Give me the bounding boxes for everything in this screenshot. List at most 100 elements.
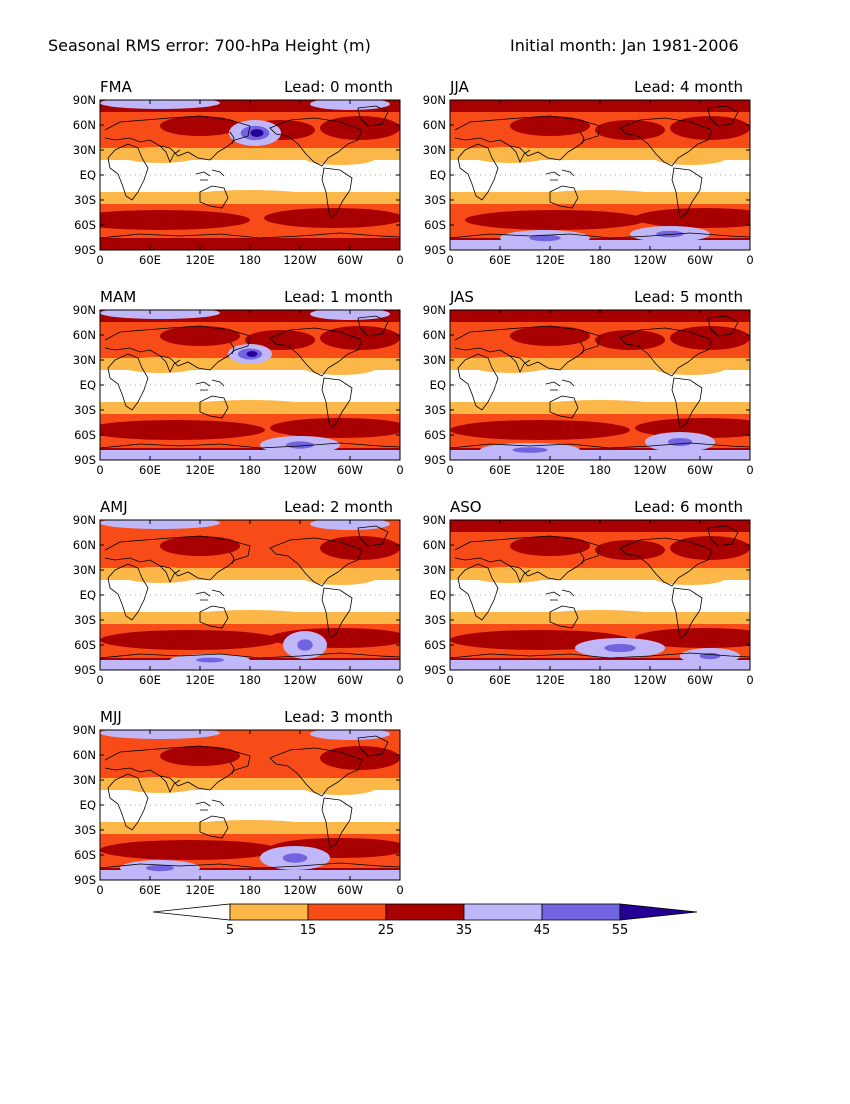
lat-label: EQ	[80, 378, 96, 392]
coastline	[321, 797, 353, 849]
dark-error-region	[320, 536, 400, 560]
band-undulation	[654, 151, 726, 165]
lat-label: 90N	[73, 303, 96, 317]
panel-lead-label: Lead: 0 month	[284, 78, 393, 96]
band-undulation	[304, 781, 376, 795]
panel-season-label: AMJ	[100, 498, 128, 516]
lat-label: EQ	[80, 588, 96, 602]
panel-season-label: JAS	[449, 288, 474, 306]
band-undulation	[120, 147, 200, 163]
lat-label: 30N	[73, 353, 96, 367]
dark-error-region	[510, 116, 590, 136]
map-field	[450, 520, 750, 670]
panel-lead-label: Lead: 2 month	[284, 498, 393, 516]
lon-label: 0	[446, 673, 453, 687]
coastlines	[450, 105, 750, 239]
coastlines	[100, 105, 400, 239]
lat-label: 30N	[73, 143, 96, 157]
band-undulation	[470, 357, 550, 373]
lon-label: 60E	[489, 253, 511, 267]
south-polar-error	[100, 450, 400, 460]
lon-label: 0	[746, 253, 753, 267]
dark-error-region	[635, 208, 750, 228]
lon-label: 180	[239, 253, 261, 267]
coastline	[579, 341, 585, 355]
lon-label: 60E	[139, 463, 161, 477]
lat-label: 90N	[423, 303, 446, 317]
band-undulation	[654, 361, 726, 375]
dark-error-region	[450, 100, 750, 112]
north-polar-error	[310, 100, 390, 110]
lon-label: 0	[96, 883, 103, 897]
lat-label: 90S	[424, 243, 446, 257]
panel-season-label: FMA	[100, 78, 133, 96]
dark-error-region	[160, 746, 240, 766]
north-pacific-error	[250, 129, 264, 137]
coastline	[195, 589, 225, 601]
panel-lead-label: Lead: 4 month	[634, 78, 743, 96]
coastline	[159, 145, 181, 163]
coastlines	[100, 315, 400, 449]
coastline	[579, 131, 585, 145]
figure-title-left: Seasonal RMS error: 700-hPa Height (m)	[48, 36, 371, 55]
lon-label: 180	[589, 463, 611, 477]
dark-error-region	[670, 326, 750, 350]
coastline	[229, 341, 235, 355]
north-polar-error	[310, 520, 390, 530]
lat-label: 30S	[424, 193, 446, 207]
dark-error-region	[635, 418, 750, 438]
south-polar-error	[100, 660, 400, 670]
coastline	[321, 587, 353, 639]
coastline	[619, 117, 713, 167]
lat-label: 90N	[73, 93, 96, 107]
lat-label: 30N	[423, 353, 446, 367]
coastline	[107, 563, 149, 621]
lon-label: 120W	[283, 673, 316, 687]
lat-label: 60N	[73, 748, 96, 762]
lat-label: 30S	[74, 193, 96, 207]
south-ocean-error	[297, 639, 313, 651]
lat-label: 60S	[74, 638, 96, 652]
lat-label: EQ	[430, 168, 446, 182]
coastline	[100, 652, 400, 659]
coastline	[199, 185, 229, 209]
coastline	[104, 535, 251, 581]
coastline	[199, 605, 229, 629]
coastline	[195, 799, 225, 811]
lon-label: 180	[589, 673, 611, 687]
lon-label: 120E	[535, 463, 564, 477]
lon-label: 0	[96, 253, 103, 267]
coastline	[229, 551, 235, 565]
lon-label: 60E	[489, 673, 511, 687]
map-field	[100, 520, 400, 670]
coastline	[107, 353, 149, 411]
panel-lead-label: Lead: 3 month	[284, 708, 393, 726]
colorbar-swatch	[385, 903, 465, 921]
lon-label: 0	[396, 883, 403, 897]
lon-label: 120E	[535, 673, 564, 687]
lat-label: 30S	[424, 613, 446, 627]
lat-label: 90N	[73, 513, 96, 527]
lon-label: 60W	[687, 253, 713, 267]
lat-label: 30N	[423, 563, 446, 577]
colorbar-level-label: 55	[612, 923, 629, 938]
coastline	[100, 232, 400, 239]
colorbar-swatch	[463, 903, 543, 921]
colorbar-level-label: 35	[456, 923, 473, 938]
lat-label: 60N	[423, 538, 446, 552]
dark-error-region	[245, 330, 315, 350]
coastline	[619, 537, 713, 587]
lon-label: 60W	[337, 673, 363, 687]
lon-label: 60E	[489, 463, 511, 477]
lat-label: 30N	[73, 773, 96, 787]
coastline	[450, 232, 750, 239]
lon-label: 120E	[185, 463, 214, 477]
colorbar-level-label: 45	[534, 923, 551, 938]
lon-label: 60E	[139, 673, 161, 687]
coastline	[545, 169, 575, 181]
map-field	[100, 310, 400, 460]
lat-label: EQ	[80, 798, 96, 812]
